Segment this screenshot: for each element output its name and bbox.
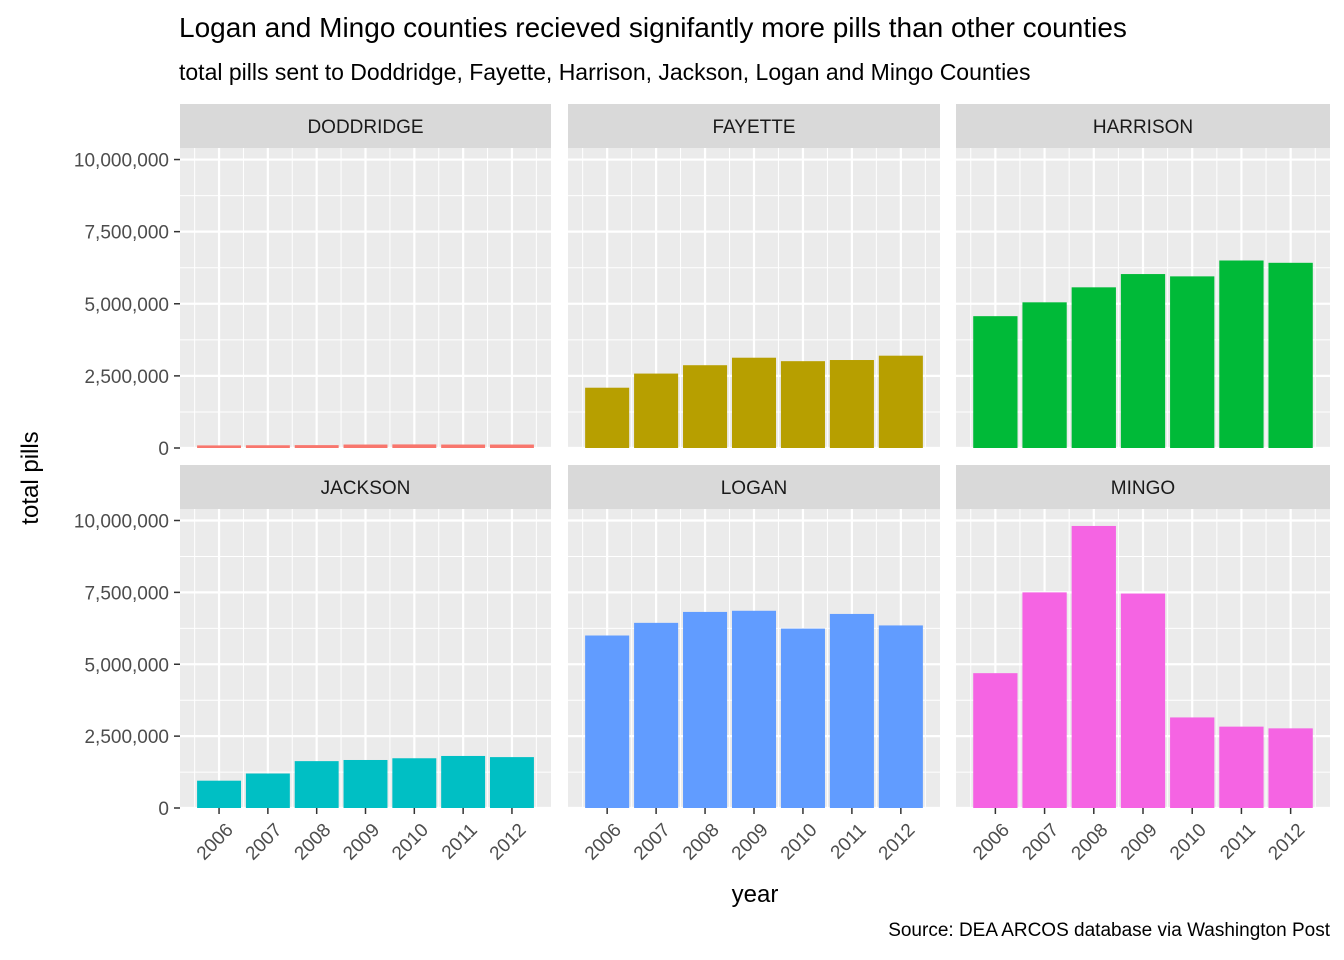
bar-harrison-2008	[1071, 287, 1116, 448]
facet-strip	[180, 465, 551, 509]
bar-harrison-2010	[1170, 276, 1215, 448]
bar-logan-2008	[683, 611, 728, 808]
bar-jackson-2007	[245, 773, 290, 808]
facet-strip-label: LOGAN	[721, 478, 788, 499]
bar-harrison-2012	[1268, 262, 1313, 448]
facet-strip-label: FAYETTE	[712, 117, 795, 138]
x-tick-label: 2006	[193, 820, 238, 865]
facet-panel-harrison: HARRISON	[956, 104, 1330, 450]
bar-doddridge-2006	[197, 445, 242, 448]
x-tick-label: 2008	[1068, 820, 1113, 865]
x-tick-label: 2006	[581, 820, 626, 865]
bar-logan-2007	[634, 622, 679, 808]
bar-harrison-2006	[973, 316, 1018, 448]
bar-logan-2006	[585, 635, 630, 808]
y-axis-title: total pills	[17, 431, 44, 524]
y-tick-label: 0	[158, 799, 169, 820]
bar-mingo-2011	[1219, 726, 1264, 808]
bar-logan-2010	[780, 628, 825, 808]
facet-strip	[180, 104, 551, 148]
bar-mingo-2012	[1268, 728, 1313, 808]
facet-strip	[568, 465, 940, 509]
chart-title: Logan and Mingo counties recieved signif…	[179, 12, 1127, 43]
x-tick-label: 2007	[1018, 820, 1063, 865]
bar-fayette-2011	[829, 360, 874, 448]
x-tick-label: 2010	[388, 820, 433, 865]
x-tick-label: 2012	[1264, 820, 1309, 865]
bar-doddridge-2008	[294, 445, 339, 448]
bar-logan-2011	[829, 613, 874, 808]
bar-doddridge-2009	[343, 444, 388, 448]
bar-fayette-2009	[731, 357, 777, 448]
y-tick-label: 5,000,000	[84, 655, 169, 676]
x-tick-label: 2010	[777, 820, 822, 865]
facet-panel-mingo: MINGO 2006 2007 2008 2009 2010 2011 2012	[956, 465, 1330, 864]
x-tick-label: 2007	[630, 820, 675, 865]
y-tick-label: 7,500,000	[84, 223, 169, 244]
y-tick-label: 10,000,000	[74, 151, 169, 172]
chart-caption: Source: DEA ARCOS database via Washingto…	[888, 920, 1330, 941]
bar-logan-2012	[878, 625, 923, 808]
facet-strip	[956, 465, 1330, 509]
bar-harrison-2009	[1120, 274, 1166, 448]
bar-mingo-2007	[1022, 592, 1067, 808]
x-tick-label: 2009	[1117, 820, 1162, 865]
x-axis-title: year	[732, 881, 779, 908]
bar-harrison-2007	[1022, 302, 1067, 448]
bar-doddridge-2007	[245, 445, 290, 448]
bar-jackson-2011	[441, 755, 486, 808]
x-tick-label: 2011	[438, 820, 482, 864]
y-tick-label: 2,500,000	[84, 367, 169, 388]
facet-strip-label: DODDRIDGE	[307, 117, 423, 138]
bar-mingo-2009	[1120, 593, 1166, 808]
facet-panel-jackson: JACKSON 0 2,500,000 5,000,000 7,500,000 10,00…	[74, 465, 551, 864]
y-tick-label: 7,500,000	[84, 583, 169, 604]
bar-fayette-2007	[634, 373, 679, 448]
bar-jackson-2006	[197, 780, 242, 808]
bar-fayette-2012	[878, 355, 923, 448]
bar-mingo-2008	[1071, 525, 1116, 808]
bar-fayette-2006	[585, 387, 630, 448]
facet-strip-label: HARRISON	[1093, 117, 1193, 138]
bar-mingo-2006	[973, 673, 1018, 808]
x-tick-label: 2012	[875, 820, 920, 865]
x-tick-label: 2008	[291, 820, 336, 865]
y-tick-label: 5,000,000	[84, 295, 169, 316]
x-tick-label: 2011	[827, 820, 871, 864]
x-tick-label: 2006	[969, 820, 1014, 865]
bar-mingo-2010	[1170, 717, 1215, 808]
y-tick-label: 0	[158, 439, 169, 460]
y-tick-label: 2,500,000	[84, 727, 169, 748]
bar-jackson-2009	[343, 759, 388, 808]
x-tick-label: 2012	[486, 820, 531, 865]
facet-strip-label: MINGO	[1111, 478, 1175, 499]
bar-logan-2009	[731, 610, 777, 808]
bar-harrison-2011	[1219, 260, 1264, 448]
bar-doddridge-2011	[441, 444, 486, 448]
chart-subtitle: total pills sent to Doddridge, Fayette, …	[179, 59, 1031, 85]
facet-strip	[956, 104, 1330, 148]
bar-jackson-2010	[392, 758, 437, 808]
bar-doddridge-2010	[392, 444, 437, 448]
facet-panel-fayette: FAYETTE	[568, 104, 940, 450]
bar-doddridge-2012	[489, 444, 534, 448]
facet-panel-logan: LOGAN 2006 2007 2008 2009 2010 2011 2012	[568, 465, 940, 864]
y-tick-label: 10,000,000	[74, 512, 169, 533]
x-tick-label: 2007	[242, 820, 287, 865]
facet-panel-doddridge: DODDRIDGE 0 2,500,000 5,000,000 7,500,000 10,…	[74, 104, 551, 460]
x-tick-label: 2011	[1216, 820, 1260, 864]
x-tick-label: 2009	[728, 820, 773, 865]
x-tick-label: 2009	[339, 820, 384, 865]
facet-strip-label: JACKSON	[321, 478, 411, 499]
bar-fayette-2010	[780, 361, 825, 448]
facet-strip	[568, 104, 940, 148]
bar-jackson-2012	[489, 757, 534, 808]
x-tick-label: 2010	[1166, 820, 1211, 865]
x-tick-label: 2008	[679, 820, 724, 865]
bar-jackson-2008	[294, 761, 339, 808]
bar-fayette-2008	[683, 365, 728, 448]
